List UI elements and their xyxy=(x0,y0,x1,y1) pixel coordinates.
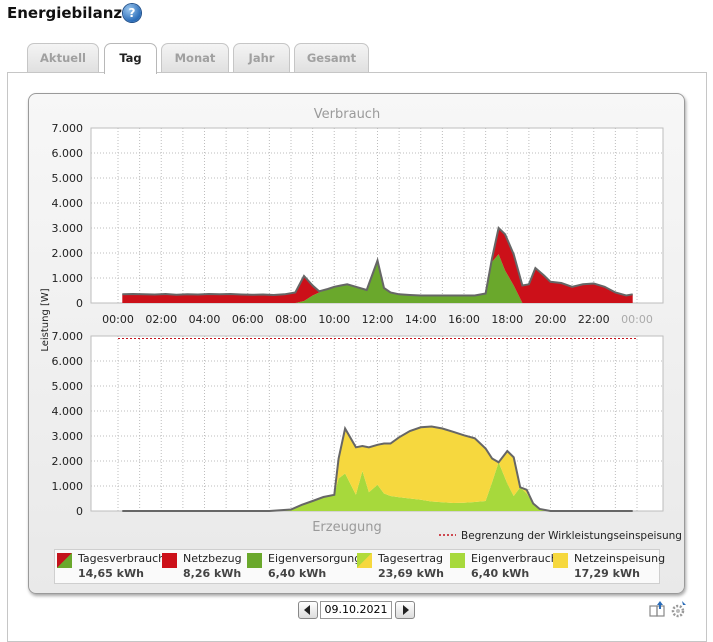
legend-value-eigenversorgung: 6,40 kWh xyxy=(268,567,327,580)
y-tick-label: 0 xyxy=(76,505,83,518)
export-icon[interactable] xyxy=(648,600,666,618)
legend-label-eigenversorgung: Eigenversorgung xyxy=(268,552,362,565)
y-tick-label: 4.000 xyxy=(52,197,84,210)
legend-value-tagesverbrauch: 14,65 kWh xyxy=(78,567,144,580)
tab-monat[interactable]: Monat xyxy=(161,43,229,72)
y-tick-label: 7.000 xyxy=(52,330,84,343)
x-tick-label: 14:00 xyxy=(405,313,437,326)
legend-value-eigenverbrauch: 6,40 kWh xyxy=(471,567,530,580)
x-tick-label: 08:00 xyxy=(275,313,307,326)
legend-label-eigenverbrauch: Eigenverbrauch xyxy=(471,552,558,565)
x-tick-label: 20:00 xyxy=(535,313,567,326)
date-input[interactable] xyxy=(320,601,392,619)
x-tick-label: 00:00 xyxy=(621,313,653,326)
total-line xyxy=(122,226,633,297)
settings-icon[interactable] xyxy=(669,600,687,618)
y-tick-label: 4.000 xyxy=(52,405,84,418)
legend-label-tagesertrag: Tagesertrag xyxy=(378,552,443,565)
arrow-right-icon xyxy=(403,605,409,615)
area-netzbezug xyxy=(122,228,633,303)
area-eigenversorgung xyxy=(122,254,633,303)
y-tick-label: 0 xyxy=(76,297,83,310)
y-tick-label: 2.000 xyxy=(52,455,84,468)
y-tick-label: 6.000 xyxy=(52,355,84,368)
y-tick-label: 3.000 xyxy=(52,222,84,235)
x-tick-label: 12:00 xyxy=(362,313,394,326)
erzeugung-chart: 7.000 6.000 5.000 4.000 3.000 2.000 1.000 0 xyxy=(52,330,664,518)
y-tick-label: 5.000 xyxy=(52,380,84,393)
next-day-button[interactable] xyxy=(395,601,415,619)
x-tick-label: 02:00 xyxy=(145,313,177,326)
tab-jahr[interactable]: Jahr xyxy=(233,43,290,72)
eigenversorgung-swatch-icon xyxy=(247,553,262,568)
tab-tag[interactable]: Tag xyxy=(104,43,157,74)
y-tick-label: 6.000 xyxy=(52,147,84,160)
x-tick-label: 16:00 xyxy=(448,313,480,326)
tagesertrag-swatch-icon xyxy=(357,553,372,568)
y-tick-label: 7.000 xyxy=(52,122,84,135)
x-tick-label: 06:00 xyxy=(232,313,264,326)
help-icon[interactable]: ? xyxy=(123,4,141,22)
tab-gesamt[interactable]: Gesamt xyxy=(294,43,369,72)
y-tick-label: 3.000 xyxy=(52,430,84,443)
chart-title-erzeugung: Erzeugung xyxy=(312,520,382,535)
chart-title-verbrauch: Verbrauch xyxy=(314,107,380,122)
legend: Tagesverbrauch 14,65 kWh Netzbezug 8,26 … xyxy=(54,549,665,584)
x-tick-label: 04:00 xyxy=(189,313,221,326)
x-tick-label: 22:00 xyxy=(578,313,610,326)
area-netzeinspeisung xyxy=(122,426,633,511)
legend-label-netzeinspeisung: Netzeinspeisung xyxy=(574,552,666,565)
total-line xyxy=(122,425,633,512)
legend-value-netzbezug: 8,26 kWh xyxy=(183,567,242,580)
arrow-left-icon xyxy=(304,605,310,615)
legend-label-tagesverbrauch: Tagesverbrauch xyxy=(78,552,166,565)
netzeinspeisung-swatch-icon xyxy=(553,553,568,568)
netzbezug-swatch-icon xyxy=(162,553,177,568)
prev-day-button[interactable] xyxy=(298,601,318,619)
y-tick-label: 5.000 xyxy=(52,172,84,185)
y-axis-label: Leistung [W] xyxy=(40,288,51,351)
tab-aktuell[interactable]: Aktuell xyxy=(27,43,99,72)
legend-label-netzbezug: Netzbezug xyxy=(183,552,242,565)
y-tick-label: 1.000 xyxy=(52,272,84,285)
y-tick-label: 1.000 xyxy=(52,480,84,493)
limit-line-label: Begrenzung der Wirkleistungseinspeisung xyxy=(461,530,682,542)
tagesverbrauch-swatch-icon xyxy=(57,553,72,568)
legend-value-tagesertrag: 23,69 kWh xyxy=(378,567,444,580)
x-tick-label: 18:00 xyxy=(491,313,523,326)
area-eigenverbrauch xyxy=(122,462,633,511)
x-tick-label: 10:00 xyxy=(318,313,350,326)
y-tick-label: 2.000 xyxy=(52,247,84,260)
legend-value-netzeinspeisung: 17,29 kWh xyxy=(574,567,640,580)
x-tick-label: 00:00 xyxy=(102,313,134,326)
page-title: Energiebilanz xyxy=(7,4,123,22)
verbrauch-chart: 7.000 6.000 5.000 4.000 3.000 2.000 1.000 0 00:0… xyxy=(52,122,664,326)
eigenverbrauch-swatch-icon xyxy=(450,553,465,568)
